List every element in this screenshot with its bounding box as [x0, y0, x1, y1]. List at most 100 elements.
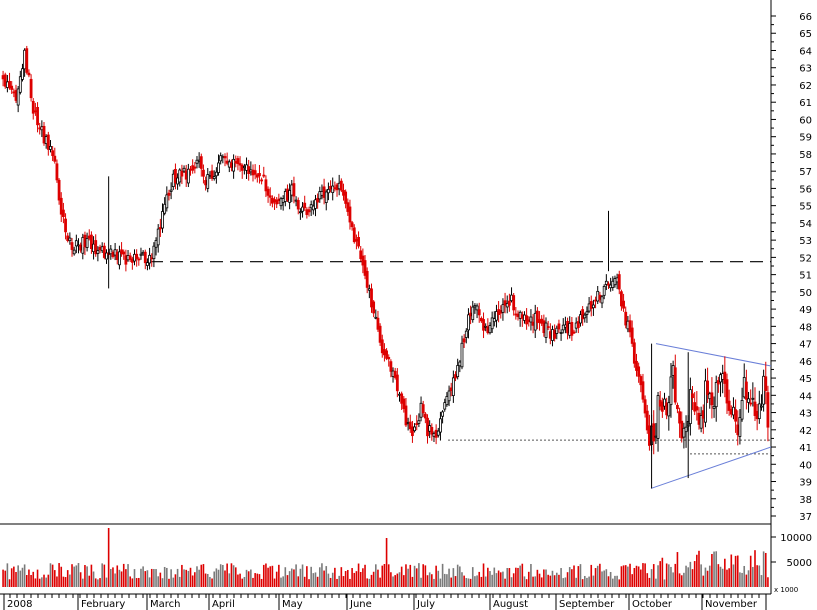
volume-bar — [90, 564, 93, 587]
candle-body — [305, 209, 309, 215]
candle-body — [133, 253, 136, 262]
volume-bar — [260, 578, 263, 587]
volume-bar — [284, 567, 287, 587]
candle-body — [296, 200, 300, 210]
candle-body — [333, 187, 337, 190]
volume-bar — [450, 577, 453, 587]
candle-body — [729, 409, 733, 415]
candle-body — [70, 242, 74, 250]
volume-bar — [318, 567, 321, 587]
candle-body — [361, 255, 365, 266]
volume-bar — [551, 570, 554, 587]
volume-bar — [568, 567, 571, 587]
volume-bar — [178, 576, 181, 587]
candle-body — [14, 90, 18, 101]
candle-body — [389, 361, 393, 372]
volume-bar — [579, 564, 582, 587]
candle-body — [176, 177, 179, 185]
candle-body — [585, 311, 589, 315]
candle-body — [64, 218, 67, 233]
volume-bar — [237, 574, 239, 587]
volume-bar — [583, 575, 586, 587]
price-tick-label: 55 — [799, 202, 812, 213]
candle-body — [247, 166, 251, 175]
volume-bar — [372, 571, 375, 587]
volume-bar — [280, 577, 282, 587]
volume-bar — [387, 564, 390, 587]
volume-bar — [719, 566, 722, 587]
volume-bar — [693, 561, 696, 587]
volume-bar — [34, 578, 37, 587]
volume-bar — [767, 577, 769, 587]
volume-bar — [758, 565, 761, 587]
candle-body — [604, 280, 608, 285]
volume-bar — [379, 577, 381, 587]
candle-body — [721, 373, 725, 380]
volume-bar — [351, 568, 353, 587]
volume-bar — [288, 571, 291, 587]
volume-bar — [204, 573, 207, 587]
candle-body — [118, 251, 121, 266]
volume-bar — [560, 568, 562, 587]
volume-bar — [172, 577, 175, 587]
volume-bar — [618, 579, 621, 587]
volume-bar — [41, 577, 43, 587]
candle-body — [449, 387, 453, 391]
candle-body — [363, 260, 367, 276]
volume-bar — [760, 575, 763, 587]
candle-body — [680, 420, 684, 439]
candle-body — [523, 314, 526, 321]
candle-body — [464, 330, 468, 338]
volume-bar — [342, 576, 345, 587]
candle-body — [564, 324, 567, 328]
volume-bar — [161, 578, 164, 587]
volume-bar — [209, 576, 211, 587]
price-axis: 37 38 39 40 41 42 43 44 45 46 47 48 49 50 51 52 53 54 55 56… — [771, 12, 812, 523]
price-tick-label: 44 — [799, 391, 812, 402]
price-tick-label: 66 — [799, 12, 812, 23]
volume-bar — [594, 568, 597, 587]
volume-bar — [79, 572, 82, 587]
volume-bar — [534, 576, 537, 587]
volume-bar — [359, 572, 362, 587]
candle-body — [359, 250, 363, 259]
candle-body — [281, 198, 285, 203]
candle-body — [645, 410, 649, 431]
candle-body — [178, 169, 182, 183]
candle-body — [656, 395, 660, 439]
volume-bar — [308, 579, 310, 587]
candle-body — [611, 280, 615, 288]
volume-bar — [118, 569, 121, 587]
candle-body — [206, 174, 210, 189]
price-tick-label: 42 — [799, 426, 812, 437]
volume-bar — [469, 578, 472, 587]
volume-bar — [696, 554, 698, 587]
volume-bar — [375, 564, 377, 587]
volume-bar — [13, 566, 15, 587]
candle-body — [154, 240, 158, 248]
volume-bar — [38, 578, 41, 587]
candle-body — [238, 163, 242, 166]
candle-body — [275, 199, 279, 205]
volume-bar — [642, 563, 644, 587]
candlestick-series — [1, 45, 770, 489]
volume-bar — [77, 563, 80, 587]
volume-bar — [325, 566, 328, 587]
volume-bar — [127, 564, 129, 587]
volume-bar — [428, 572, 431, 587]
candle-body — [660, 401, 664, 412]
volume-bar — [194, 572, 196, 587]
volume-bar — [200, 564, 203, 587]
candle-body — [264, 179, 268, 192]
candle-body — [602, 285, 606, 296]
volume-bar — [45, 577, 47, 587]
volume-bar — [144, 571, 147, 587]
candle-body — [658, 399, 662, 407]
candle-body — [98, 246, 102, 251]
candle-body — [663, 398, 666, 407]
candle-body — [124, 255, 128, 265]
volume-bar — [532, 576, 534, 587]
volume-bar — [51, 564, 54, 587]
volume-bar — [607, 576, 610, 587]
volume-bar — [4, 570, 7, 587]
